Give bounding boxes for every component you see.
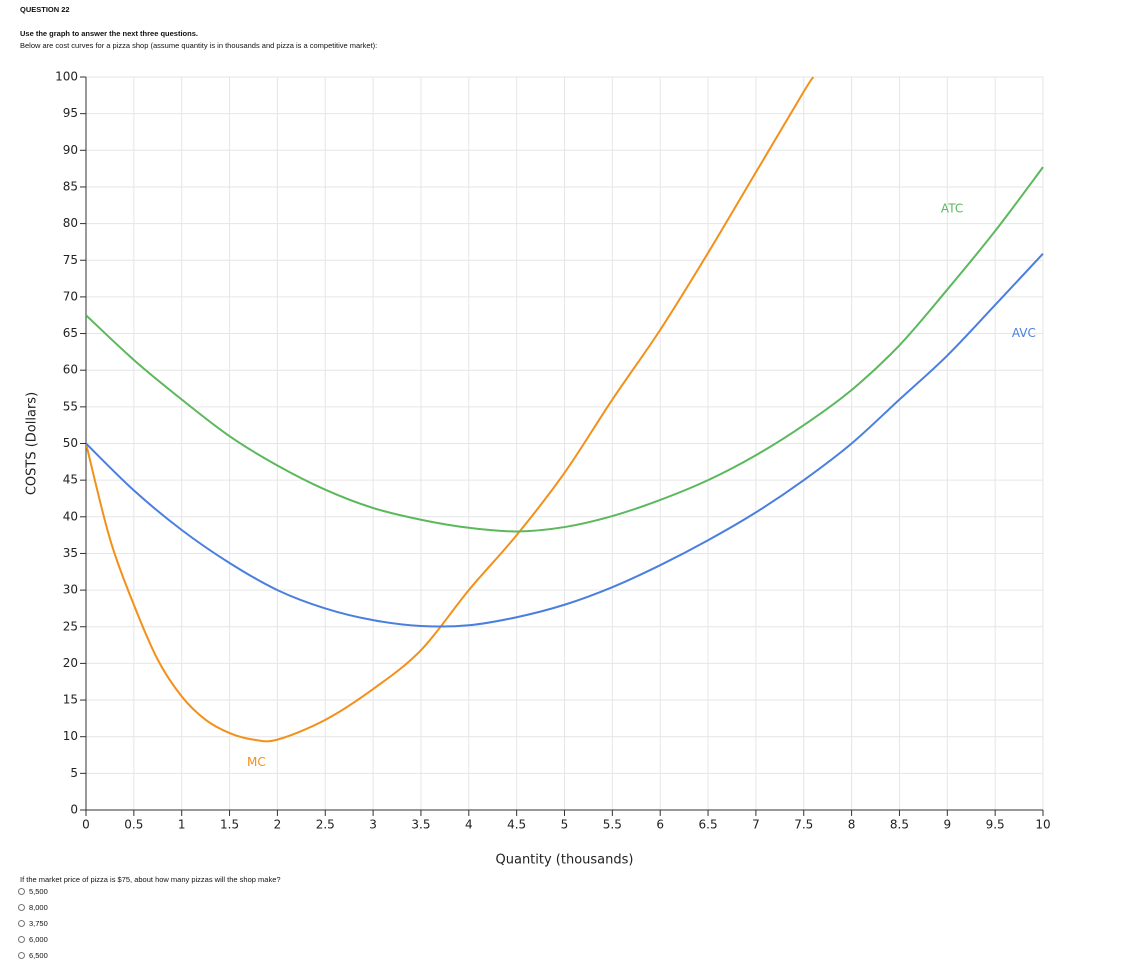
curve-label: ATC <box>941 201 963 215</box>
option-label[interactable]: 3,750 <box>29 919 48 928</box>
x-tick-label: 6 <box>656 818 664 832</box>
x-tick-label: 2 <box>274 818 282 832</box>
y-tick-label: 60 <box>63 363 78 377</box>
x-tick-label: 10 <box>1035 818 1050 832</box>
option-label[interactable]: 6,500 <box>29 951 48 960</box>
y-tick-label: 10 <box>63 729 78 743</box>
y-tick-label: 0 <box>70 803 78 817</box>
answer-option[interactable]: 5,500 <box>18 887 48 896</box>
x-tick-label: 1 <box>178 818 186 832</box>
y-tick-label: 55 <box>63 399 78 413</box>
x-tick-label: 8.5 <box>890 818 909 832</box>
question-prompt: If the market price of pizza is $75, abo… <box>20 875 281 884</box>
y-axis-label: COSTS (Dollars) <box>25 392 40 495</box>
x-tick-label: 5.5 <box>603 818 622 832</box>
x-axis-label: Quantity (thousands) <box>496 853 634 868</box>
x-tick-label: 2.5 <box>316 818 335 832</box>
x-tick-label: 9 <box>943 818 951 832</box>
y-tick-label: 95 <box>63 106 78 120</box>
curve-label: AVC <box>1012 326 1036 340</box>
y-tick-label: 80 <box>63 216 78 230</box>
option-label[interactable]: 5,500 <box>29 887 48 896</box>
answer-option[interactable]: 6,000 <box>18 935 48 944</box>
y-tick-label: 50 <box>63 436 78 450</box>
x-tick-label: 3.5 <box>411 818 430 832</box>
radio-button[interactable] <box>18 936 25 943</box>
x-tick-label: 1.5 <box>220 818 239 832</box>
y-tick-label: 30 <box>63 583 78 597</box>
y-tick-label: 85 <box>63 179 78 193</box>
radio-button[interactable] <box>18 904 25 911</box>
question-number: QUESTION 22 <box>20 5 70 14</box>
y-tick-label: 40 <box>63 509 78 523</box>
answer-option[interactable]: 8,000 <box>18 903 48 912</box>
instruction: Use the graph to answer the next three q… <box>20 29 198 38</box>
answer-option[interactable]: 6,500 <box>18 951 48 960</box>
x-tick-label: 4.5 <box>507 818 526 832</box>
x-tick-label: 9.5 <box>986 818 1005 832</box>
y-tick-label: 5 <box>70 766 78 780</box>
y-tick-label: 90 <box>63 143 78 157</box>
y-tick-label: 100 <box>55 70 78 84</box>
description: Below are cost curves for a pizza shop (… <box>20 41 378 50</box>
x-tick-label: 5 <box>561 818 569 832</box>
y-tick-label: 25 <box>63 619 78 633</box>
y-tick-label: 15 <box>63 693 78 707</box>
x-tick-label: 4 <box>465 818 473 832</box>
x-tick-label: 7 <box>752 818 760 832</box>
y-tick-label: 70 <box>63 289 78 303</box>
curve <box>86 252 1044 628</box>
x-tick-label: 0.5 <box>124 818 143 832</box>
y-tick-label: 20 <box>63 656 78 670</box>
x-tick-label: 6.5 <box>699 818 718 832</box>
y-tick-label: 35 <box>63 546 78 560</box>
x-tick-label: 3 <box>369 818 377 832</box>
y-tick-label: 75 <box>63 253 78 267</box>
x-tick-label: 7.5 <box>794 818 813 832</box>
radio-button[interactable] <box>18 952 25 959</box>
radio-button[interactable] <box>18 888 25 895</box>
curve-label: MC <box>247 755 266 769</box>
chart: 0510152025303540455055606570758085909510… <box>25 70 1051 868</box>
curve <box>86 76 815 743</box>
radio-button[interactable] <box>18 920 25 927</box>
curve <box>86 166 1044 533</box>
option-label[interactable]: 8,000 <box>29 903 48 912</box>
x-tick-label: 0 <box>82 818 90 832</box>
option-label[interactable]: 6,000 <box>29 935 48 944</box>
y-tick-label: 65 <box>63 326 78 340</box>
x-tick-label: 8 <box>848 818 856 832</box>
answer-option[interactable]: 3,750 <box>18 919 48 928</box>
y-tick-label: 45 <box>63 473 78 487</box>
